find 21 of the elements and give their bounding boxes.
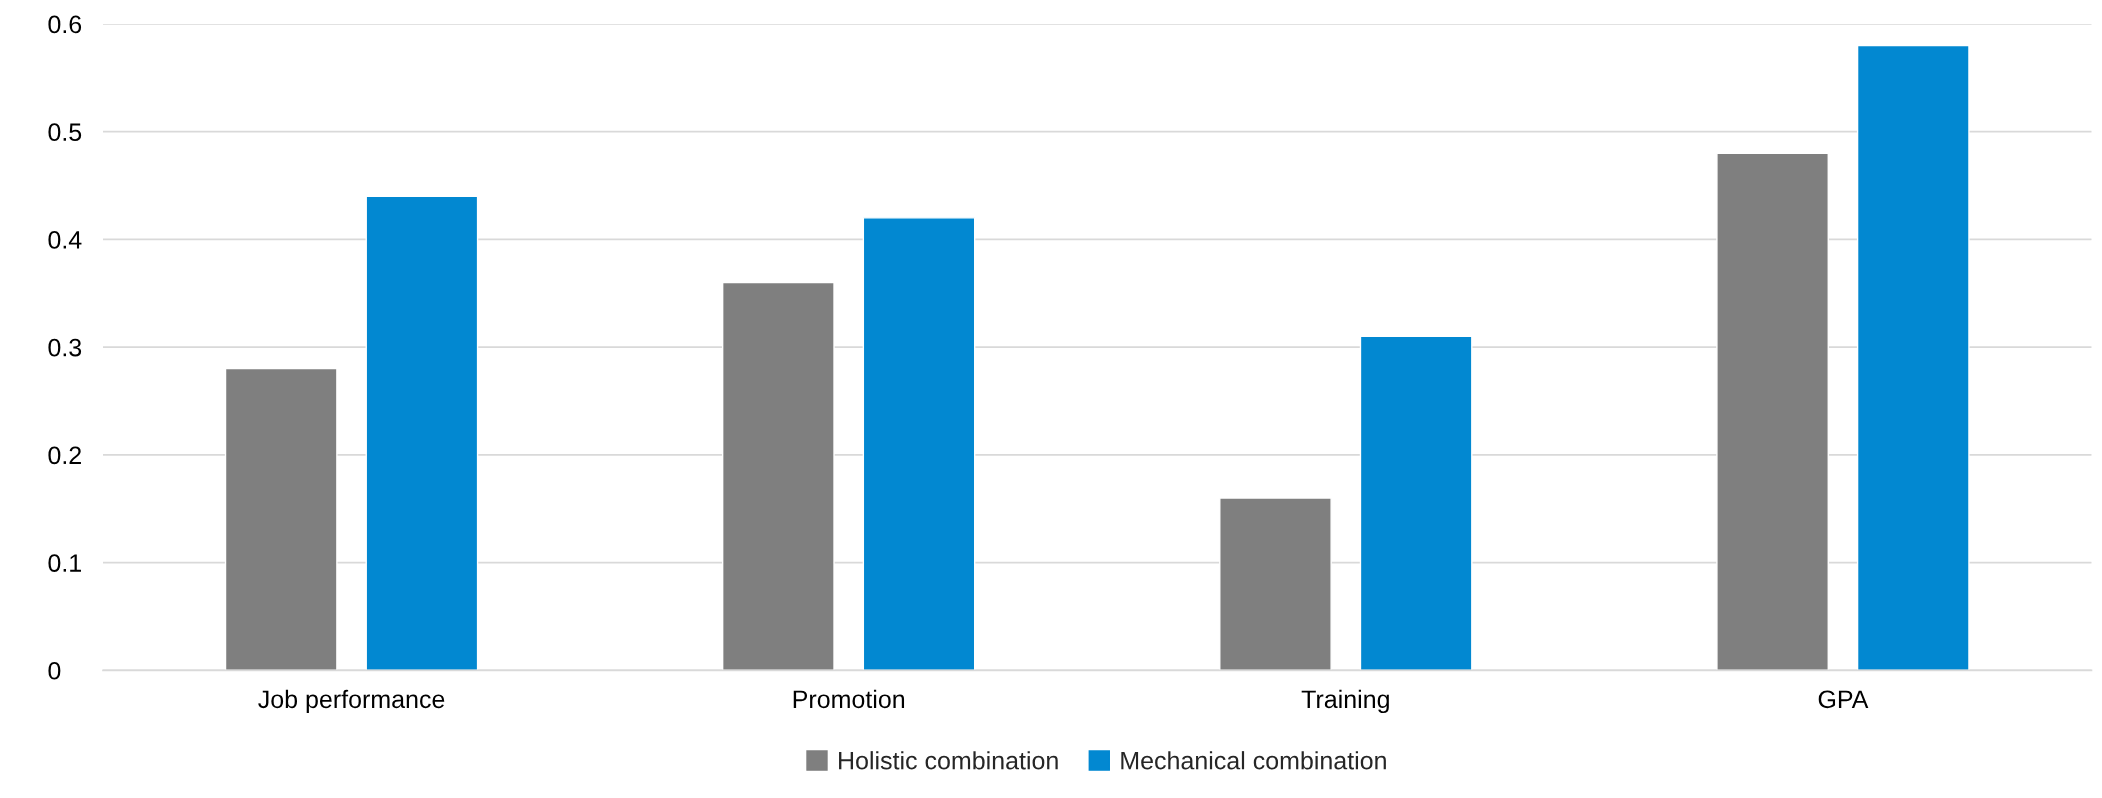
bar [721, 281, 835, 671]
x-tick-label: Training [1301, 689, 1389, 714]
y-tick-label: 0.5 [48, 123, 82, 141]
bar [365, 195, 479, 671]
bar [1716, 152, 1829, 671]
legend-label: Holistic combination [839, 751, 1058, 770]
bar [862, 217, 976, 671]
bar [1856, 44, 1970, 671]
y-tick-label: 0 [48, 661, 61, 680]
y-tick-label: 0.3 [48, 338, 82, 357]
y-tick-label: 0.1 [48, 554, 81, 572]
y-tick-label: 0.4 [48, 231, 82, 249]
bar [1359, 335, 1473, 671]
bar [224, 367, 338, 671]
x-tick-label: Job performance [258, 689, 445, 714]
legend-label: Mechanical combination [1121, 751, 1386, 770]
x-tick-label: GPA [1818, 690, 1869, 709]
x-tick-label: Promotion [793, 689, 905, 709]
bar [1219, 497, 1332, 671]
y-tick-label: 0.6 [48, 15, 82, 34]
y-tick-label: 0.2 [48, 446, 81, 465]
